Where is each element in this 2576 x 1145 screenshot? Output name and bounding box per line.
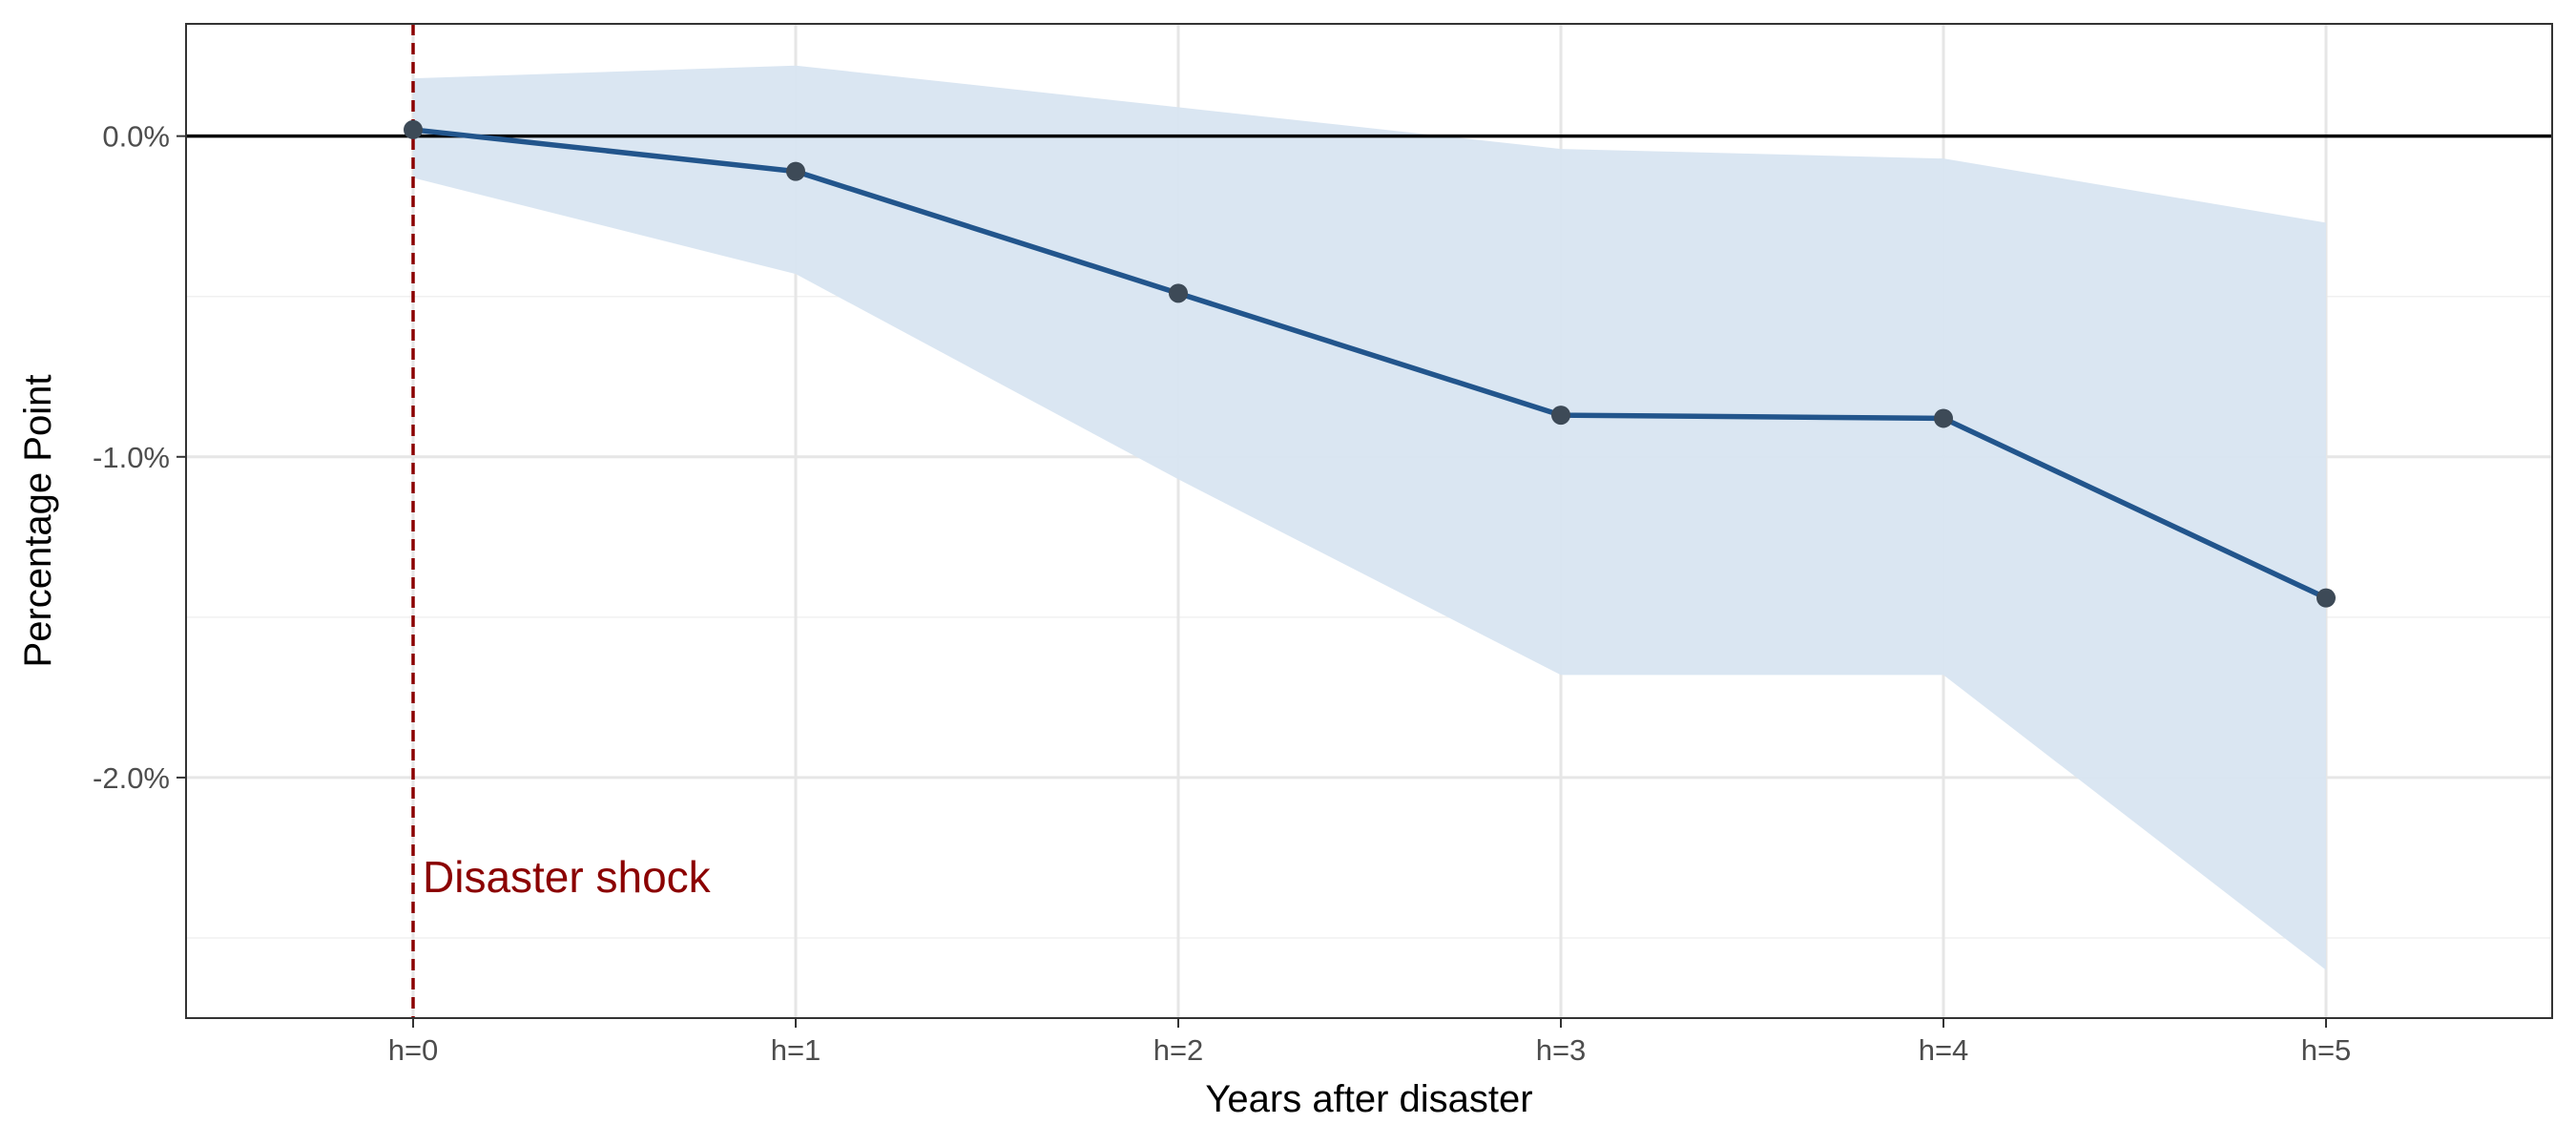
vline-annotation: Disaster shock [423,852,712,902]
x-tick-label: h=1 [771,1033,821,1067]
x-tick-label: h=4 [1919,1033,1969,1067]
data-point [786,161,805,181]
data-point [1169,283,1188,303]
data-point [2316,588,2336,608]
plot-panel-border [185,23,2553,1019]
series-line-layer [412,127,2328,601]
x-axis-ticks: h=0 h=1 h=2 h=3 h=4 h=5 [388,1018,2352,1067]
data-point [404,119,423,139]
y-axis-ticks: 0.0% -1.0% -2.0% [93,120,186,795]
series-points-layer [404,119,2336,608]
x-tick-label: h=2 [1153,1033,1204,1067]
x-axis-title: Years after disaster [1205,1078,1532,1120]
x-tick-label: h=0 [388,1033,439,1067]
y-tick-label: -2.0% [93,761,170,795]
series-line [412,127,2328,601]
y-axis-title: Percentage Point [17,375,59,668]
data-point [1934,408,1953,428]
data-point [1551,406,1570,426]
x-tick-label: h=5 [2301,1033,2352,1067]
confidence-band [413,65,2326,970]
y-tick-label: 0.0% [102,120,170,154]
confidence-band-layer [413,65,2326,970]
x-tick-label: h=3 [1536,1033,1587,1067]
y-tick-label: -1.0% [93,441,170,474]
